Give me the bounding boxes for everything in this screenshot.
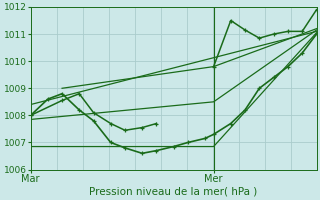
X-axis label: Pression niveau de la mer( hPa ): Pression niveau de la mer( hPa ) — [90, 187, 258, 197]
